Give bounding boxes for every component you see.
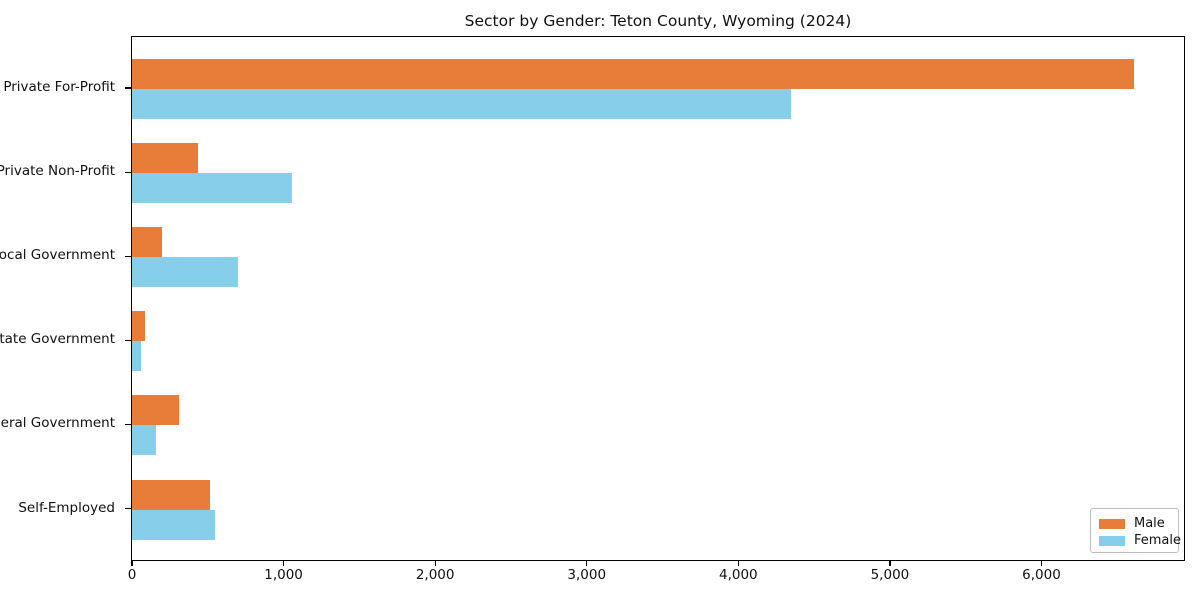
y-axis-label: Federal Government: [0, 415, 115, 432]
legend-item-male: Male: [1099, 515, 1178, 532]
y-tick-mark: [125, 171, 131, 173]
bar-female-private-for-profit: [132, 89, 792, 119]
x-tick-label: 0: [127, 567, 137, 583]
y-axis-label: Self-Employed: [18, 499, 115, 516]
x-tick-label: 4,000: [719, 567, 758, 583]
y-axis-label: State Government: [0, 331, 115, 348]
y-tick-mark: [125, 255, 131, 257]
y-axis-label: Private Non-Profit: [0, 163, 115, 180]
x-tick-mark: [1040, 561, 1043, 566]
bar-female-state-government: [132, 341, 142, 372]
bar-male-local-government: [132, 227, 163, 258]
y-axis-labels: Private For-Profit Private Non-Profit Loca…: [0, 0, 123, 600]
x-tick-mark: [282, 561, 285, 566]
y-tick-mark: [125, 423, 131, 426]
chart-title: Sector by Gender: Teton County, Wyoming …: [464, 12, 852, 30]
y-tick-mark: [125, 339, 131, 341]
x-tick-label: 2,000: [415, 567, 455, 583]
legend-swatch-male: [1099, 518, 1125, 529]
x-tick-label: 5,000: [870, 567, 910, 583]
legend-swatch-female: [1099, 535, 1125, 546]
bar-male-private-for-profit: [132, 59, 1134, 89]
bar-male-self-employed: [132, 479, 211, 510]
bar-female-private-non-profit: [132, 173, 292, 204]
x-tick-mark: [434, 561, 436, 566]
x-tick-label: 6,000: [1022, 567, 1061, 583]
bar-female-federal-government: [132, 425, 157, 456]
bar-male-private-non-profit: [132, 143, 198, 174]
x-tick-mark: [586, 561, 588, 566]
x-tick-mark: [737, 561, 740, 566]
plot-area: Male Female: [131, 36, 1185, 561]
x-tick-label: 1,000: [264, 567, 303, 583]
legend: Male Female: [1090, 508, 1182, 553]
x-tick-label: 3,000: [567, 567, 607, 583]
bar-female-self-employed: [132, 509, 216, 540]
y-axis-label: Local Government: [0, 247, 115, 264]
y-axis-label: Private For-Profit: [3, 79, 115, 95]
bar-female-local-government: [132, 257, 239, 288]
legend-item-female: Female: [1099, 532, 1182, 549]
bar-male-federal-government: [132, 395, 179, 426]
x-tick-mark: [131, 561, 133, 566]
x-tick-mark: [889, 561, 891, 566]
y-tick-mark: [125, 507, 131, 510]
legend-label: Male: [1134, 516, 1165, 531]
bar-male-state-government: [132, 311, 145, 342]
legend-label: Female: [1134, 533, 1182, 548]
y-tick-mark: [125, 87, 131, 89]
